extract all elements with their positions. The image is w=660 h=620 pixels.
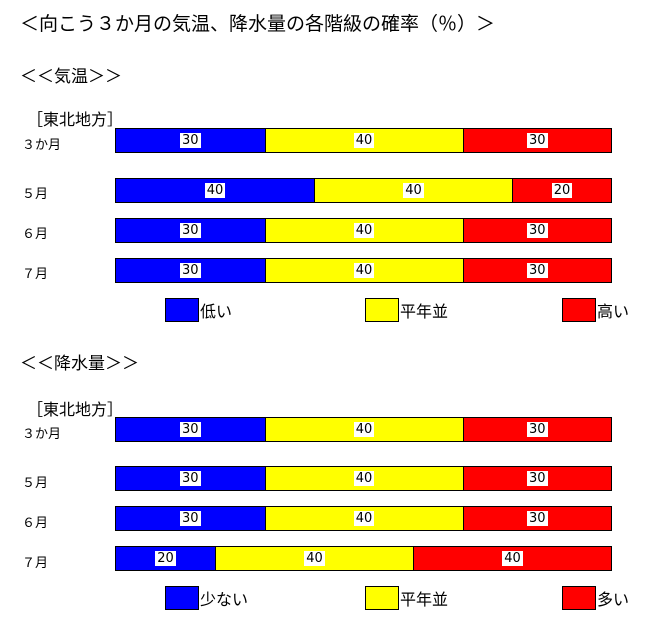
data-label: 40 [353, 263, 375, 278]
legend-swatch-low [165, 586, 199, 610]
stacked-bar: 40 40 20 [115, 178, 612, 203]
data-label: 40 [353, 511, 375, 526]
stacked-bar: 30 40 30 [115, 258, 612, 283]
data-label: 30 [526, 511, 548, 526]
stacked-bar: 20 40 40 [115, 546, 612, 571]
row-label: ５月 [22, 476, 49, 491]
legend-swatch-normal [365, 298, 399, 322]
bar-segment-normal: 40 [264, 129, 463, 152]
data-label: 30 [179, 263, 201, 278]
data-label: 30 [526, 133, 548, 148]
bar-segment-normal: 40 [314, 179, 512, 202]
data-label: 20 [155, 551, 176, 566]
bar-segment-high: 30 [462, 259, 611, 282]
bar-segment-normal: 40 [264, 219, 463, 242]
row-label: ３か月 [22, 427, 62, 442]
legend-label: 平年並 [400, 590, 449, 609]
data-label: 40 [502, 551, 523, 566]
stacked-bar: 30 40 30 [115, 128, 612, 153]
legend-swatch-high [562, 586, 596, 610]
bar-segment-low: 30 [116, 507, 265, 530]
data-label: 30 [526, 471, 548, 486]
bar-segment-low: 30 [116, 259, 265, 282]
row-label: ６月 [22, 516, 49, 531]
data-label: 30 [526, 263, 548, 278]
data-label: 30 [179, 471, 201, 486]
bar-segment-low: 30 [116, 129, 265, 152]
stacked-bar: 30 40 30 [115, 218, 612, 243]
data-label: 20 [551, 183, 573, 198]
page-title: ＜向こう３か月の気温、降水量の各階級の確率（％）＞ [20, 13, 496, 35]
legend-label: 少ない [200, 590, 249, 609]
legend-item: 平年並 [365, 586, 448, 610]
bar-segment-low: 30 [116, 219, 265, 242]
bar-segment-high: 30 [462, 129, 611, 152]
section-title: ＜＜気温＞＞ [20, 67, 122, 87]
bar-segment-high: 40 [413, 547, 611, 570]
data-label: 30 [179, 223, 201, 238]
bar-segment-normal: 40 [264, 259, 463, 282]
legend-item: 少ない [165, 586, 248, 610]
bar-segment-normal: 40 [215, 547, 413, 570]
bar-segment-normal: 40 [264, 467, 463, 490]
bar-segment-high: 30 [462, 507, 611, 530]
legend-swatch-low [165, 298, 199, 322]
section-title: ＜＜降水量＞＞ [20, 354, 139, 374]
legend-item: 多い [562, 586, 629, 610]
bar-segment-low: 20 [116, 547, 215, 570]
legend-swatch-high [562, 298, 596, 322]
legend-label: 低い [200, 302, 233, 321]
bar-segment-low: 30 [116, 467, 265, 490]
legend-label: 多い [597, 590, 630, 609]
legend-swatch-normal [365, 586, 399, 610]
bar-segment-high: 30 [462, 467, 611, 490]
region-label: ［東北地方］ [27, 400, 124, 419]
stacked-bar: 30 40 30 [115, 506, 612, 531]
stacked-bar: 30 40 30 [115, 466, 612, 491]
data-label: 40 [204, 183, 226, 198]
legend-label: 高い [597, 302, 630, 321]
region-label: ［東北地方］ [27, 110, 124, 129]
data-label: 40 [403, 183, 424, 198]
legend-item: 低い [165, 298, 232, 322]
row-label: ７月 [22, 556, 49, 571]
bar-segment-normal: 40 [264, 507, 463, 530]
data-label: 40 [304, 551, 325, 566]
bar-segment-high: 30 [462, 418, 611, 441]
legend-item: 平年並 [365, 298, 448, 322]
bar-segment-low: 40 [116, 179, 314, 202]
row-label: ７月 [22, 267, 49, 282]
data-label: 40 [353, 133, 375, 148]
bar-segment-normal: 40 [264, 418, 463, 441]
bar-segment-high: 20 [512, 179, 611, 202]
stacked-bar: 30 40 30 [115, 417, 612, 442]
bar-segment-high: 30 [462, 219, 611, 242]
bar-segment-low: 30 [116, 418, 265, 441]
row-label: ５月 [22, 187, 49, 202]
data-label: 40 [353, 223, 375, 238]
data-label: 40 [353, 471, 375, 486]
row-label: ３か月 [22, 138, 62, 153]
legend-item: 高い [562, 298, 629, 322]
data-label: 30 [526, 422, 548, 437]
legend-label: 平年並 [400, 302, 449, 321]
data-label: 30 [179, 133, 201, 148]
row-label: ６月 [22, 227, 49, 242]
data-label: 30 [526, 223, 548, 238]
data-label: 40 [353, 422, 375, 437]
data-label: 30 [179, 511, 201, 526]
data-label: 30 [179, 422, 201, 437]
